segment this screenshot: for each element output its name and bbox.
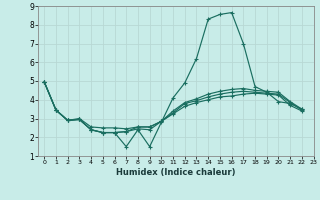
X-axis label: Humidex (Indice chaleur): Humidex (Indice chaleur): [116, 168, 236, 177]
